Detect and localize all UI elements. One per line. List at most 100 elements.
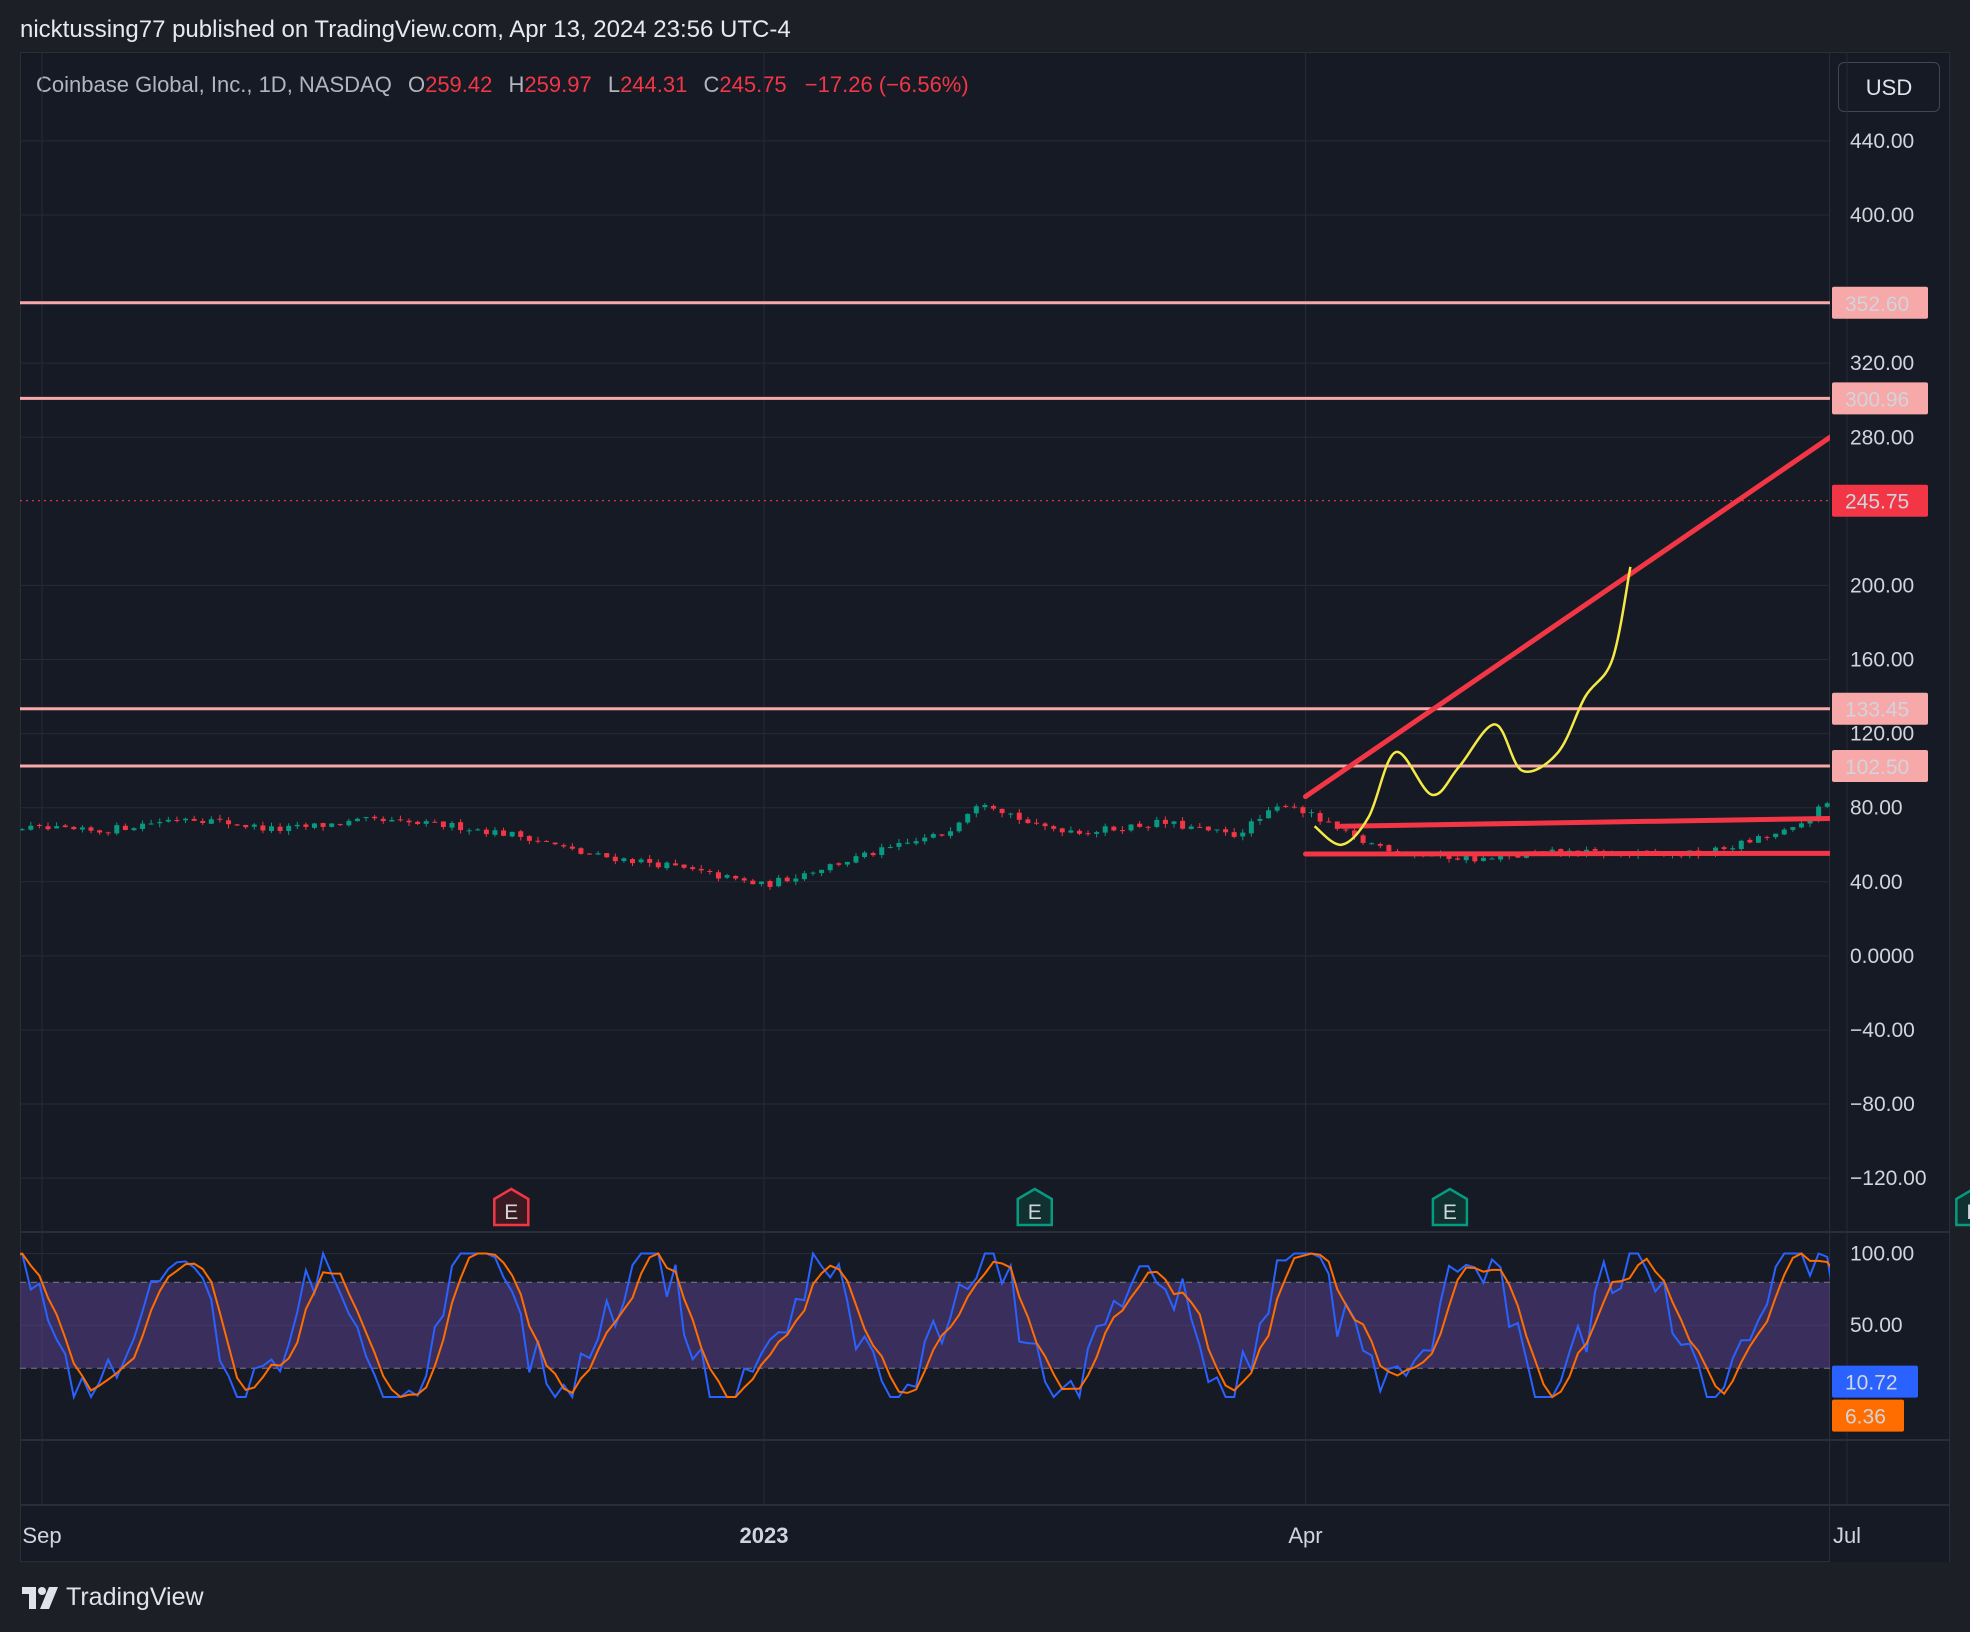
candle-body xyxy=(1386,845,1392,852)
candle-body xyxy=(1231,832,1237,837)
price-tick-label: 40.00 xyxy=(1850,871,1903,894)
candle-body xyxy=(28,825,34,830)
candle-body xyxy=(793,878,799,882)
earnings-marker xyxy=(1431,1187,1469,1227)
candle-body xyxy=(1824,803,1830,807)
candle-body xyxy=(440,821,446,828)
chart-canvas[interactable]: 440.00 400.00 320.00 280.00 200.00 160.00 120.… xyxy=(0,0,1970,1562)
candle-body xyxy=(973,806,979,814)
candle-body xyxy=(1463,856,1469,861)
stoch-d-label: 6.36 xyxy=(1845,1406,1886,1429)
candle-body xyxy=(810,872,816,874)
stoch-k-line xyxy=(20,1250,1830,1401)
price-tick-label: 120.00 xyxy=(1850,723,1914,746)
candle-body xyxy=(1721,847,1727,850)
candle-body xyxy=(372,816,378,819)
price-tick-label: 80.00 xyxy=(1850,797,1903,820)
candle-body xyxy=(1928,754,1933,757)
candle-body xyxy=(1558,848,1564,854)
candle-body xyxy=(45,826,51,830)
candle-body xyxy=(1455,858,1461,860)
candle-body xyxy=(1051,826,1057,829)
candle-body xyxy=(415,821,421,825)
candle-body xyxy=(1257,818,1263,821)
close-label: C xyxy=(703,72,720,97)
candle-body xyxy=(698,868,704,871)
candle-body xyxy=(982,804,988,808)
candle-body xyxy=(1300,807,1306,814)
currency-button[interactable]: USD xyxy=(1838,62,1940,112)
candle-body xyxy=(466,830,472,832)
candle-body xyxy=(3,824,8,830)
candle-body xyxy=(449,822,455,828)
candle-body xyxy=(1360,835,1366,843)
earnings-marker xyxy=(1955,1189,1970,1227)
candle-body xyxy=(105,832,111,834)
candle-body xyxy=(1085,833,1091,835)
price-tick-label: 400.00 xyxy=(1850,204,1914,227)
price-tick-label: 440.00 xyxy=(1850,130,1914,153)
candle-body xyxy=(432,821,438,823)
level-label: 300.96 xyxy=(1845,388,1909,411)
candle-body xyxy=(1773,833,1779,838)
candle-body xyxy=(62,825,68,828)
candle-body xyxy=(363,817,369,819)
candle-body xyxy=(71,826,77,830)
candle-body xyxy=(260,825,266,831)
candle-body xyxy=(604,853,610,858)
candle-body xyxy=(896,843,902,847)
candle-body xyxy=(1145,826,1151,828)
candle-body xyxy=(1515,855,1521,858)
candle-body xyxy=(1738,840,1744,850)
candle-body xyxy=(1498,855,1504,860)
candle-body xyxy=(483,829,489,835)
tradingview-logo[interactable]: TradingView xyxy=(22,1583,204,1612)
candle-body xyxy=(621,858,627,862)
candle-body xyxy=(544,840,550,842)
candle-body xyxy=(905,842,911,844)
candle-body xyxy=(114,825,120,834)
candle-body xyxy=(208,819,214,824)
candle-body xyxy=(664,862,670,869)
candle-body xyxy=(1343,829,1349,831)
candle-body xyxy=(329,823,335,827)
candle-body xyxy=(750,880,756,885)
candle-body xyxy=(672,863,678,866)
candle-body xyxy=(1764,836,1770,838)
candle-body xyxy=(741,878,747,881)
candle-body xyxy=(1205,826,1211,831)
candle-body xyxy=(1094,832,1100,834)
candle-body xyxy=(776,877,782,887)
candle-body xyxy=(913,841,919,844)
candle-body xyxy=(200,820,206,823)
candle-body xyxy=(36,824,42,826)
low-label: L xyxy=(607,72,621,97)
candle-body xyxy=(354,818,360,822)
pattern-sketch-line xyxy=(1313,566,1632,846)
candle-body xyxy=(518,831,524,837)
candle-body xyxy=(1283,805,1289,807)
candle-body xyxy=(320,823,326,827)
candle-body xyxy=(492,830,498,835)
candle-body xyxy=(1128,824,1134,831)
candle-body xyxy=(827,864,833,871)
candle-body xyxy=(1369,843,1375,845)
candle-body xyxy=(157,822,163,824)
earnings-marker xyxy=(493,1187,530,1227)
candle-body xyxy=(1730,848,1736,850)
candle-body xyxy=(1111,826,1117,831)
candle-body xyxy=(1154,819,1160,827)
candle-body xyxy=(1833,796,1838,802)
footer xyxy=(0,1562,1970,1632)
candle-body xyxy=(1755,836,1761,843)
candle-body xyxy=(1712,847,1718,854)
stoch-k-label: 10.72 xyxy=(1845,1372,1898,1395)
trendline xyxy=(1303,434,1830,800)
price-tick-label: 320.00 xyxy=(1850,352,1914,375)
header-bar: nicktussing77 published on TradingView.c… xyxy=(0,0,1970,52)
price-tick-label: −40.00 xyxy=(1850,1019,1915,1042)
symbol-legend[interactable]: Coinbase Global, Inc., 1D, NASDAQ O259.4… xyxy=(36,72,969,98)
candle-body xyxy=(294,824,300,827)
candle-body xyxy=(836,863,842,865)
level-label: 102.50 xyxy=(1845,756,1909,779)
